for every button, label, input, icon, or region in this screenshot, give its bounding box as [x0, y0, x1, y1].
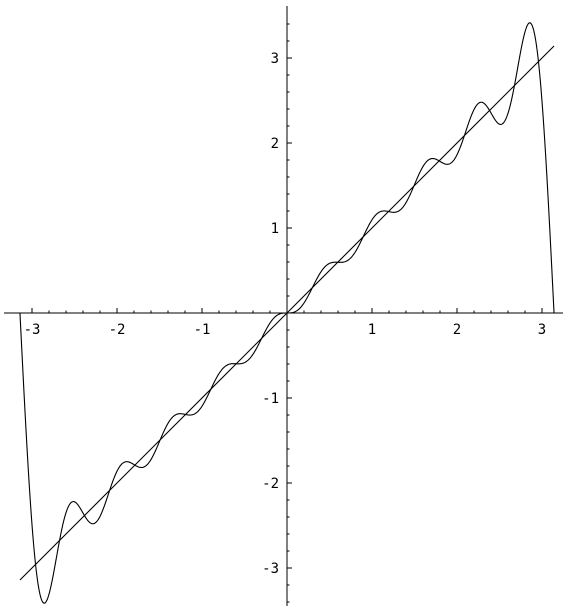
x-tick-label: -1: [194, 322, 211, 338]
y-tick-label: 3: [271, 51, 279, 67]
y-tick-label: -2: [262, 476, 279, 492]
y-tick-label: -1: [262, 391, 279, 407]
y-tick-label: 2: [271, 136, 279, 152]
y-tick-label: -3: [262, 561, 279, 577]
x-tick-label: -3: [24, 322, 41, 338]
series-group: [19, 22, 555, 604]
x-tick-label: 3: [538, 322, 546, 338]
y-ticks: -3 -2 -1 1 2 3: [262, 51, 292, 577]
x-tick-label: 1: [368, 322, 376, 338]
x-tick-label: -2: [109, 322, 126, 338]
x-ticks: -3 -2 -1 1 2 3: [24, 308, 546, 338]
y-tick-label: 1: [271, 221, 279, 237]
series-line-fourier: [19, 22, 555, 604]
x-tick-label: 2: [453, 322, 461, 338]
